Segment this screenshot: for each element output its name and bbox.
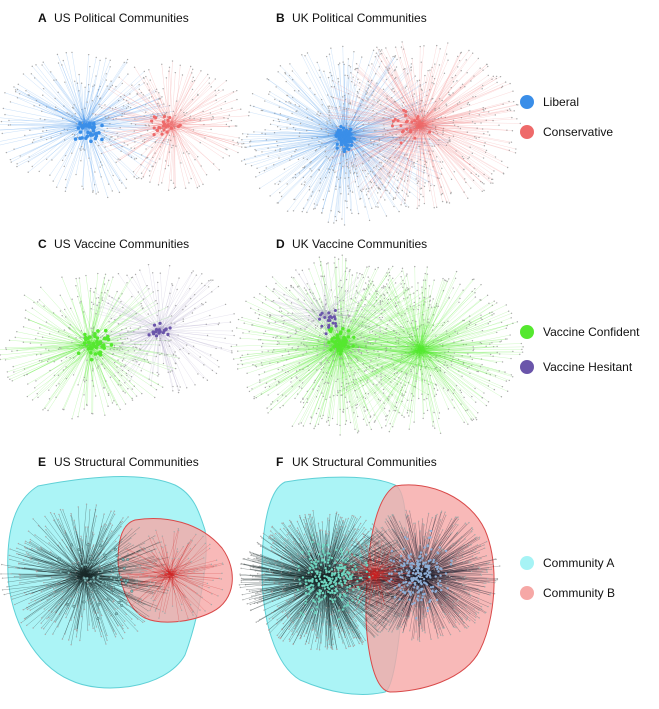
panel-title-f: F UK Structural Communities xyxy=(276,455,437,469)
panel-title-b: B UK Political Communities xyxy=(276,11,427,25)
legend-vaccine: Vaccine Confident Vaccine Hesitant xyxy=(520,325,640,374)
network-uk-structural xyxy=(238,476,501,696)
panel-letter-c: C xyxy=(38,237,47,251)
network-us-political xyxy=(0,51,250,199)
panel-title-c: C US Vaccine Communities xyxy=(38,237,189,251)
legend-dot-vaccine-hesitant xyxy=(520,360,534,374)
legend-dot-community-b xyxy=(520,586,534,600)
panel-title-e: E US Structural Communities xyxy=(38,455,199,469)
network-uk-vaccine xyxy=(230,254,524,436)
legend-label-conservative: Conservative xyxy=(543,125,613,139)
panel-letter-e: E xyxy=(38,455,46,469)
panel-title-text-b: UK Political Communities xyxy=(292,11,427,25)
panel-letter-b: B xyxy=(276,11,285,25)
legend-label-community-b: Community B xyxy=(543,586,615,600)
panel-title-text-c: US Vaccine Communities xyxy=(54,237,189,251)
legend-dot-liberal xyxy=(520,95,534,109)
legend-dot-vaccine-confident xyxy=(520,325,534,339)
legend-label-vaccine-confident: Vaccine Confident xyxy=(543,325,640,339)
panel-title-text-d: UK Vaccine Communities xyxy=(292,237,427,251)
legend-dot-conservative xyxy=(520,125,534,139)
network-uk-political xyxy=(236,41,521,226)
legend-label-vaccine-hesitant: Vaccine Hesitant xyxy=(543,360,633,374)
panel-title-text-e: US Structural Communities xyxy=(54,455,199,469)
legend-dot-community-a xyxy=(520,556,534,570)
legend-label-liberal: Liberal xyxy=(543,95,579,109)
legend-label-community-a: Community A xyxy=(543,556,614,570)
panel-title-text-a: US Political Communities xyxy=(54,11,189,25)
panel-letter-d: D xyxy=(276,237,285,251)
network-us-structural xyxy=(0,476,233,689)
panel-letter-f: F xyxy=(276,455,283,469)
panel-letter-a: A xyxy=(38,11,47,25)
legend-political: Liberal Conservative xyxy=(520,95,613,139)
legend-structural: Community A Community B xyxy=(520,556,615,600)
panel-title-d: D UK Vaccine Communities xyxy=(276,237,427,251)
network-us-vaccine xyxy=(0,263,238,420)
panel-title-text-f: UK Structural Communities xyxy=(292,455,437,469)
panel-title-a: A US Political Communities xyxy=(38,11,189,25)
